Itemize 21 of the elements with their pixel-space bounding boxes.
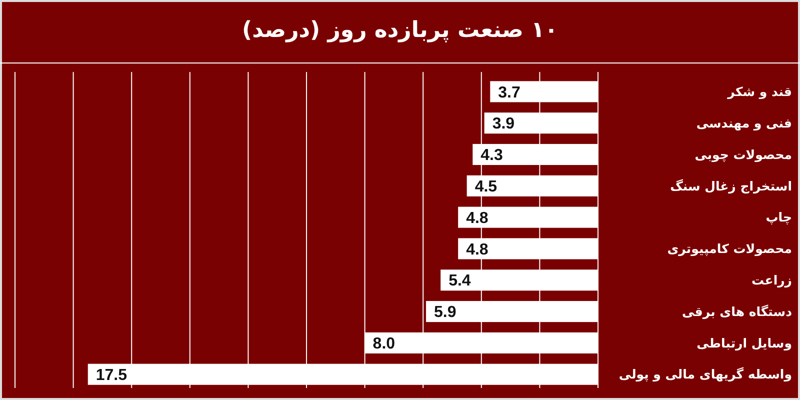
y-tick-label: وسایل ارتباطی (696, 335, 792, 352)
chart-title: ۱۰ صنعت پربازده روز (درصد) (241, 18, 559, 43)
y-tick-label: محصولات کامپیوتری (667, 241, 792, 258)
data-label: 8.0 (372, 336, 396, 353)
y-tick-label: واسطه گریهای مالی و پولی (618, 366, 792, 383)
data-label: 4.8 (466, 241, 488, 258)
y-tick-label: استخراج زغال سنگ (670, 178, 792, 194)
data-label: 3.7 (498, 84, 520, 102)
data-label: 4.8 (466, 210, 488, 227)
data-label: 5.4 (448, 272, 471, 290)
y-tick-label: قند و شکر (726, 84, 792, 100)
y-tick-label: فنی و مهندسی (696, 115, 792, 132)
y-tick-label: محصولات چوبی (694, 146, 792, 163)
y-tick-label: زراعت (752, 272, 792, 288)
data-label: 4.3 (480, 147, 503, 164)
data-label: 5.9 (434, 304, 456, 322)
data-label: 3.9 (492, 116, 515, 133)
data-label: 4.5 (474, 178, 498, 196)
data-label: 17.5 (96, 366, 128, 384)
y-tick-label: دستگاه های برقی (682, 304, 792, 320)
y-tick-label: چاپ (766, 210, 792, 226)
